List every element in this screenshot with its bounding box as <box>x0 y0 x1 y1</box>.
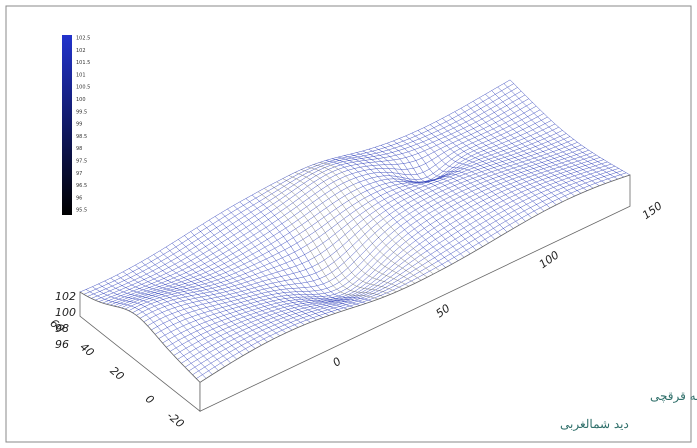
mesh-line <box>196 227 317 321</box>
mesh-line <box>448 114 569 200</box>
mesh-line <box>411 133 532 219</box>
mesh-line <box>497 86 618 180</box>
mesh-line <box>362 150 483 247</box>
mesh-line <box>405 135 526 222</box>
mesh-line <box>393 140 514 229</box>
colorbar-label: 102 <box>76 48 86 54</box>
colorbar-label: 98.5 <box>76 134 87 140</box>
mesh-line <box>221 212 342 312</box>
colorbar-label: 98 <box>76 146 82 152</box>
mesh-line <box>122 271 244 356</box>
mesh-line <box>472 101 594 189</box>
mesh-line <box>503 83 625 178</box>
mesh-line <box>460 108 582 194</box>
mesh-line <box>85 289 207 379</box>
mesh-line <box>104 280 225 367</box>
colorbar-label: 97 <box>76 171 82 177</box>
mesh-line <box>141 261 262 346</box>
mesh-line <box>386 143 508 233</box>
mesh-line <box>251 194 373 302</box>
mesh-line <box>245 198 366 304</box>
mesh-line <box>350 153 471 254</box>
mesh-line <box>227 208 348 310</box>
mesh-line <box>128 268 250 353</box>
box-side <box>79 291 201 413</box>
mesh-line <box>239 201 360 306</box>
mesh-line <box>135 264 256 349</box>
colorbar-label: 99.5 <box>76 109 87 115</box>
mesh-line <box>288 175 410 287</box>
mesh-line <box>92 286 213 375</box>
colorbar-label: 97.5 <box>76 159 87 165</box>
mesh-line <box>344 155 465 258</box>
mesh-line <box>466 104 588 191</box>
mesh-line <box>276 181 397 293</box>
mesh-line <box>202 223 324 318</box>
mesh-line <box>399 138 520 226</box>
colorbar-label: 99 <box>76 122 82 128</box>
mesh-line <box>165 246 287 334</box>
mesh-line <box>307 166 428 278</box>
mesh-line <box>319 162 440 271</box>
mesh-line <box>110 277 231 364</box>
colorbar <box>62 35 72 215</box>
mesh-line <box>479 97 600 186</box>
mesh-line <box>380 145 502 236</box>
colorbar-label: 100.5 <box>76 85 90 91</box>
z-tick-label: 96 <box>55 338 69 351</box>
mesh-line <box>98 283 219 371</box>
mesh-line <box>208 219 330 316</box>
z-tick-label: 100 <box>55 306 76 319</box>
mesh-line <box>116 274 238 360</box>
colorbar-label: 101.5 <box>76 60 90 66</box>
mesh-line <box>374 147 496 240</box>
mesh-line <box>337 156 459 261</box>
mesh-line <box>331 158 453 265</box>
colorbar-label: 101 <box>76 72 86 78</box>
mesh-line <box>147 257 268 343</box>
mesh-line <box>423 127 545 212</box>
mesh-line <box>190 231 311 323</box>
mesh-line <box>257 191 379 300</box>
mesh-line <box>417 130 539 215</box>
mesh-line <box>270 184 391 295</box>
colorbar-label: 95.5 <box>76 208 87 214</box>
mesh-line <box>509 79 631 176</box>
caption-line-2: دید شمالغربی <box>560 417 629 431</box>
mesh-line <box>153 254 274 339</box>
mesh-line <box>436 121 557 205</box>
mesh-line <box>313 164 434 275</box>
mesh-line <box>264 188 385 298</box>
mesh-line <box>429 124 551 209</box>
mesh-line <box>294 172 416 284</box>
mesh-line <box>442 118 563 202</box>
mesh-line <box>368 149 489 244</box>
colorbar-label: 100 <box>76 97 86 103</box>
mesh-line <box>159 250 281 336</box>
box-side <box>199 174 631 412</box>
mesh-line <box>454 111 575 197</box>
z-tick-label: 102 <box>55 290 76 303</box>
colorbar-label: 96 <box>76 195 82 201</box>
z-tick-label: 98 <box>55 322 69 335</box>
mesh-line <box>325 160 446 268</box>
mesh-line <box>233 205 354 308</box>
colorbar-label: 102.5 <box>76 36 90 42</box>
mesh-line <box>214 216 336 314</box>
caption-line-1: توپوگرافی سه بعدی سایت راهدارخانه قرقچی <box>650 389 697 403</box>
mesh-line <box>491 90 612 182</box>
mesh-line <box>171 243 293 331</box>
mesh-line <box>485 94 606 184</box>
mesh-line <box>184 235 305 325</box>
mesh-line <box>301 169 422 281</box>
mesh-line <box>282 178 403 290</box>
colorbar-label: 96.5 <box>76 183 87 189</box>
mesh-line <box>178 239 299 328</box>
mesh-line <box>356 152 477 251</box>
